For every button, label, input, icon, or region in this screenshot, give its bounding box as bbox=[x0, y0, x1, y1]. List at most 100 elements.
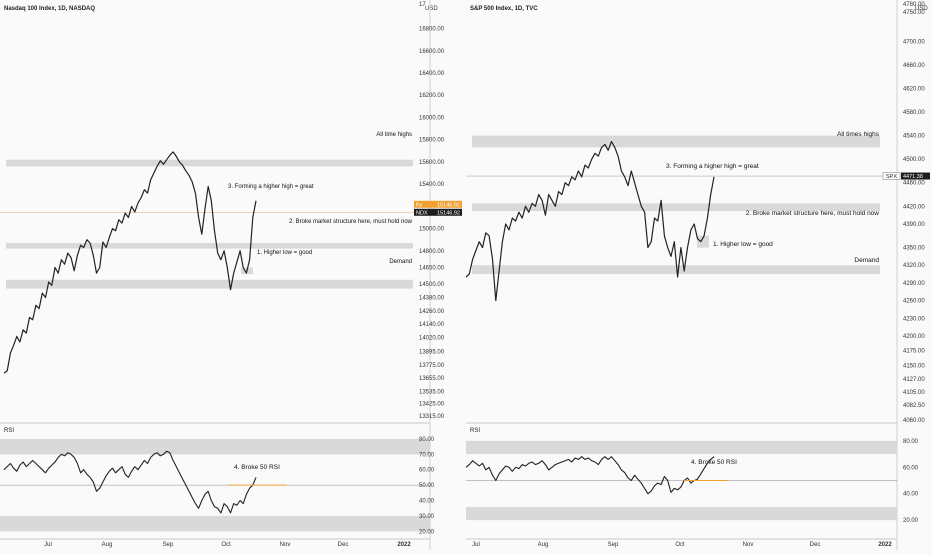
price-axis: 16800.00 16600.00 16400.00 16200.00 16000.00… bbox=[414, 0, 462, 550]
rsi-pane: RSI 4. Broke 50 RSI 80.00 70.00 60.00 50.00… bbox=[0, 422, 435, 535]
panel-ndx: Nasdaq 100 Index, 1D, NASDAQ USD All tim… bbox=[0, 0, 462, 550]
price-tick-label: 4620.00 bbox=[903, 86, 925, 92]
annotations: All time highs 3. Forming a higher high … bbox=[228, 132, 413, 265]
rsi-tick-label: 40.00 bbox=[419, 499, 435, 505]
rsi-tick-label: 80.00 bbox=[903, 439, 919, 445]
rsi-overbought-band bbox=[0, 438, 430, 455]
chart-title: S&P 500 Index, 1D, TVC bbox=[470, 6, 538, 12]
price-tick-label: 4540.00 bbox=[903, 134, 925, 140]
prev-price-symbol: fry bbox=[416, 202, 422, 208]
last-price-value: 15146.92 bbox=[437, 210, 460, 216]
price-tick-label: 4780.00 bbox=[903, 2, 925, 8]
annotation-demand: Demand bbox=[389, 259, 412, 265]
price-series bbox=[465, 140, 882, 302]
rsi-label: RSI bbox=[470, 428, 480, 434]
rsi-note: 4. Broke 50 RSI bbox=[691, 459, 737, 466]
zone-ath bbox=[472, 135, 880, 148]
price-tick-label: 13655.00 bbox=[419, 376, 445, 382]
rsi-note: 4. Broke 50 RSI bbox=[234, 464, 280, 471]
prev-price-value: 15146.92 bbox=[437, 202, 460, 208]
time-axis: Jul Aug Sep Oct Nov Dec 2022 bbox=[466, 538, 897, 548]
zone-ath bbox=[6, 159, 413, 167]
annotation-higher-high: 3. Forming a higher high = great bbox=[666, 163, 759, 170]
price-tick-label: 4500.00 bbox=[903, 157, 925, 163]
rsi-tick-label: 40.00 bbox=[903, 492, 919, 498]
rsi-oversold-band bbox=[466, 506, 897, 521]
annotation-ath: All times highs bbox=[837, 131, 880, 138]
price-tick-label: 4175.00 bbox=[903, 349, 925, 355]
time-tick-label: Oct bbox=[675, 542, 685, 548]
price-tick-label: 4320.00 bbox=[903, 263, 925, 269]
price-tick-label: 15600.00 bbox=[419, 160, 445, 166]
time-tick-label: Aug bbox=[538, 542, 549, 548]
last-price-value: 4471.38 bbox=[903, 174, 923, 180]
price-tick-label: 4290.00 bbox=[903, 281, 925, 287]
price-tick-label: 4660.00 bbox=[903, 63, 925, 69]
time-tick-label: 2022 bbox=[878, 542, 892, 548]
price-line bbox=[465, 140, 715, 302]
annotation-higher-low: 1. Higher low = good bbox=[257, 250, 312, 256]
rsi-tick-label: 50.00 bbox=[419, 483, 435, 489]
rsi-line bbox=[3, 450, 257, 514]
price-tick-label: 4230.00 bbox=[903, 316, 925, 322]
price-line bbox=[3, 151, 257, 374]
rsi-tick-label: 60.00 bbox=[419, 468, 435, 474]
price-tick-label: 4580.00 bbox=[903, 110, 925, 116]
price-tick-label: 14020.00 bbox=[419, 336, 445, 342]
time-tick-label: Jul bbox=[44, 542, 52, 548]
price-tick-label: 4060.00 bbox=[903, 418, 925, 424]
price-tick-label: 16400.00 bbox=[419, 71, 445, 77]
time-tick-label: Dec bbox=[338, 542, 349, 548]
price-tick-label: 15000.00 bbox=[419, 227, 445, 233]
price-tick-label: 14800.00 bbox=[419, 249, 445, 255]
time-tick-label: Oct bbox=[221, 542, 231, 548]
price-tick-label: 4150.00 bbox=[903, 363, 925, 369]
rsi-pane: RSI 4. Broke 50 RSI 80.00 60.00 40.00 20.00 bbox=[465, 422, 919, 524]
price-tick-label: 13535.00 bbox=[419, 389, 445, 395]
price-axis: 4750.00 4700.00 4660.00 4620.00 4580.00 4540.… bbox=[882, 0, 930, 550]
chart-title: Nasdaq 100 Index, 1D, NASDAQ bbox=[4, 6, 95, 12]
zones bbox=[472, 135, 880, 275]
price-tick-label: 4105.00 bbox=[903, 390, 925, 396]
annotation-structure: 2. Broke market structure here, must hol… bbox=[746, 210, 880, 217]
price-tick-label: 4700.00 bbox=[903, 39, 925, 45]
price-tick-label: 4750.00 bbox=[903, 10, 925, 16]
time-tick-label: Dec bbox=[810, 542, 821, 548]
zone-higher-low bbox=[697, 235, 709, 248]
price-tick-label: 13315.00 bbox=[419, 414, 445, 420]
time-tick-label: Aug bbox=[102, 542, 113, 548]
zone-demand bbox=[6, 279, 413, 289]
rsi-tick-label: 30.00 bbox=[419, 514, 435, 520]
rsi-tick-label: 60.00 bbox=[903, 465, 919, 471]
price-tick-label: 17 bbox=[419, 2, 426, 8]
rsi-oversold-band bbox=[0, 515, 430, 532]
panel-spx: S&P 500 Index, 1D, TVC USD All times hig… bbox=[465, 0, 930, 550]
price-tick-label: 16600.00 bbox=[419, 49, 445, 55]
rsi-tick-label: 80.00 bbox=[419, 437, 435, 443]
price-tick-label: 15800.00 bbox=[419, 138, 445, 144]
price-tick-label: 13895.00 bbox=[419, 349, 445, 355]
time-tick-label: Nov bbox=[280, 542, 291, 548]
last-price-tag bbox=[901, 172, 930, 180]
rsi-tick-label: 20.00 bbox=[903, 518, 919, 524]
price-tick-label: 4420.00 bbox=[903, 204, 925, 210]
price-tick-label: 13425.00 bbox=[419, 402, 445, 408]
time-tick-label: Sep bbox=[608, 542, 619, 548]
annotations: All times highs 3. Forming a higher high… bbox=[666, 131, 880, 264]
rsi-tick-label: 70.00 bbox=[419, 452, 435, 458]
price-tick-label: 14650.00 bbox=[419, 266, 445, 272]
annotation-structure: 2. Broke market structure here, must hol… bbox=[289, 219, 413, 225]
rsi-overbought-band bbox=[466, 440, 897, 455]
annotation-ath: All time highs bbox=[376, 132, 412, 138]
annotation-demand: Demand bbox=[854, 257, 879, 264]
price-tick-label: 14500.00 bbox=[419, 282, 445, 288]
time-tick-label: Nov bbox=[743, 542, 754, 548]
annotation-higher-low: 1. Higher low = good bbox=[713, 241, 773, 248]
price-tick-label: 14140.00 bbox=[419, 322, 445, 328]
price-tick-label: 4390.00 bbox=[903, 222, 925, 228]
price-tick-label: 14260.00 bbox=[419, 309, 445, 315]
price-tick-label: 16000.00 bbox=[419, 115, 445, 121]
price-tick-label: 13775.00 bbox=[419, 363, 445, 369]
currency-label: USD bbox=[425, 6, 438, 12]
